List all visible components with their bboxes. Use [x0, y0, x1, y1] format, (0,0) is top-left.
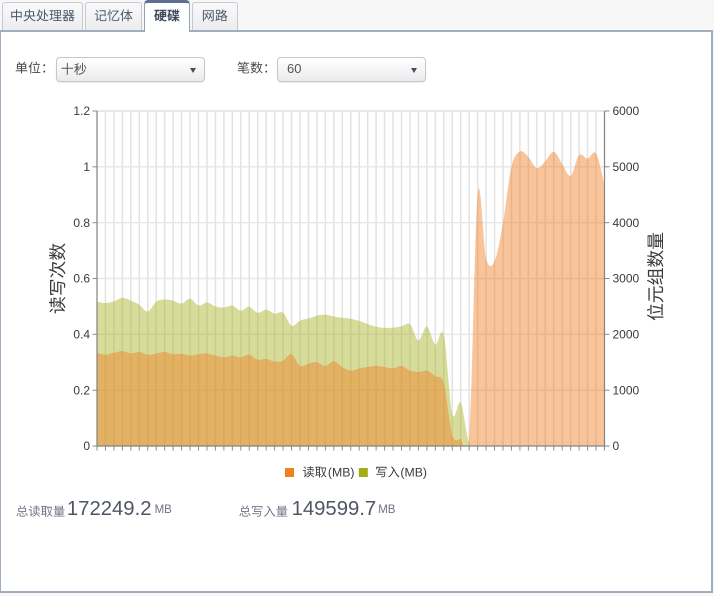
svg-text:0.8: 0.8	[73, 216, 90, 230]
svg-text:1.2: 1.2	[73, 104, 90, 118]
svg-text:(MB): (MB)	[328, 466, 355, 480]
svg-text:0: 0	[613, 439, 620, 453]
svg-text:0: 0	[83, 439, 90, 453]
svg-text:5000: 5000	[613, 160, 640, 174]
svg-text:(MB): (MB)	[400, 466, 427, 480]
svg-text:0.2: 0.2	[73, 383, 90, 397]
svg-text:0.4: 0.4	[73, 328, 90, 342]
svg-text:0.6: 0.6	[73, 272, 90, 286]
svg-text:2000: 2000	[613, 328, 640, 342]
svg-text:1000: 1000	[613, 383, 640, 397]
svg-text:1: 1	[83, 160, 90, 174]
svg-text:4000: 4000	[613, 216, 640, 230]
svg-text:6000: 6000	[613, 104, 640, 118]
svg-text:3000: 3000	[613, 272, 640, 286]
